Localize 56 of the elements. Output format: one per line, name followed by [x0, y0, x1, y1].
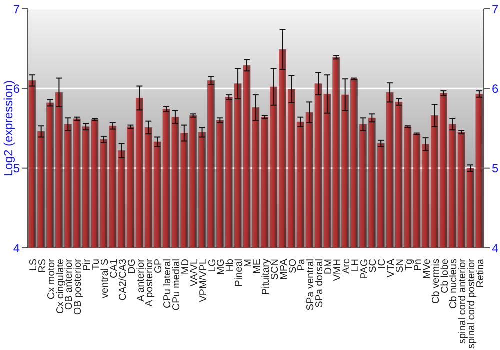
x-tick-label: A posterior	[144, 258, 156, 307]
x-tick-label: OB anterior	[64, 258, 76, 310]
x-tick-label: Retina	[476, 258, 487, 288]
x-tick-label: A anterior	[136, 258, 147, 302]
x-tick-label: Pituitary	[260, 259, 272, 296]
x-tick-label: SO	[288, 258, 299, 274]
y2-tick-label: 4	[492, 241, 499, 256]
x-tick-label: Tu	[91, 259, 102, 270]
x-tick-label: VPM/VPL	[198, 258, 210, 302]
x-tick-label: M	[243, 259, 254, 268]
x-tick-label: Pa	[296, 258, 308, 272]
x-tick-label: MD	[180, 259, 192, 275]
x-tick-label: IC	[377, 259, 388, 269]
x-tick-label: SCN	[270, 259, 281, 280]
y2-tick-label: 7	[492, 2, 499, 16]
x-tick-label: SPa dorsal	[314, 259, 326, 308]
x-tick-label: spinal cord anterior	[458, 258, 469, 344]
x-tick-label: Hb	[225, 258, 236, 272]
x-tick-label: CA1	[108, 258, 120, 278]
x-tick-label: MPA	[278, 258, 290, 280]
x-tick-label: CPu medial	[172, 259, 183, 311]
x-tick-label: LH	[350, 259, 362, 272]
x-tick-label: Arc	[341, 259, 352, 274]
x-tick-label: MVe	[422, 258, 433, 280]
y-axis-title: Log2 (expression)	[1, 80, 16, 177]
x-tick-label: DG	[126, 258, 138, 274]
x-tick-label: spinal cord posterior	[466, 258, 478, 350]
x-tick-label: ME	[252, 258, 263, 274]
y2-tick-label: 5	[492, 162, 499, 176]
x-tick-label: ventral S	[100, 258, 111, 298]
y-tick-label: 5	[13, 162, 20, 176]
x-tick-label: LG	[207, 258, 218, 272]
x-tick-label: DM	[324, 259, 335, 275]
x-tick-label: GP	[154, 258, 165, 274]
x-tick-label: VTA	[386, 258, 398, 278]
x-tick-label: SC	[368, 259, 380, 273]
y2-tick-label: 6	[492, 82, 499, 96]
x-tick-label: PAG	[359, 258, 370, 280]
x-tick-label: SN	[395, 259, 406, 273]
x-tick-label: RS	[37, 258, 48, 273]
x-tick-label: Cb vermis	[430, 259, 442, 304]
x-tick-label: Pir	[82, 258, 94, 272]
y-tick-label: 7	[13, 2, 20, 16]
x-tick-label: Pineal	[234, 259, 246, 287]
x-tick-label: Cx cingulate	[55, 258, 66, 314]
x-tick-label: OB posterior	[73, 258, 84, 316]
x-tick-label: Cb nucleus	[448, 259, 460, 310]
x-tick-label: Cx motor	[46, 258, 58, 300]
x-tick-label: Pn	[412, 259, 424, 272]
x-tick-label: LS	[28, 258, 40, 272]
x-tick-label: VA/VL	[189, 258, 200, 287]
x-tick-label: Cb lobe	[440, 258, 451, 294]
x-tick-label: CA2/CA3	[118, 258, 129, 301]
y-tick-label: 4	[13, 241, 20, 256]
x-tick-label: VMH	[332, 259, 344, 282]
x-tick-label: Tg	[404, 259, 415, 271]
